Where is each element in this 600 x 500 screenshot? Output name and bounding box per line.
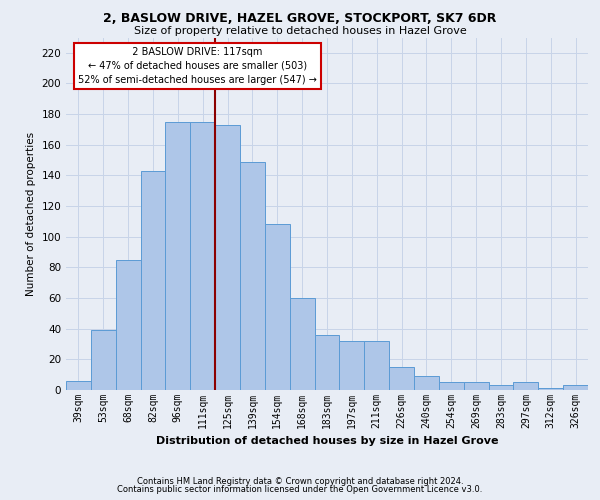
Text: Size of property relative to detached houses in Hazel Grove: Size of property relative to detached ho… [134,26,466,36]
Bar [439,382,464,390]
Text: 2 BASLOW DRIVE: 117sqm  
← 47% of detached houses are smaller (503)
52% of semi-: 2 BASLOW DRIVE: 117sqm ← 47% of detached… [79,46,317,84]
Bar [464,382,488,390]
Bar [140,171,166,390]
Bar [364,341,389,390]
Text: Contains HM Land Registry data © Crown copyright and database right 2024.: Contains HM Land Registry data © Crown c… [137,477,463,486]
Bar [215,125,240,390]
Bar [66,381,91,390]
Y-axis label: Number of detached properties: Number of detached properties [26,132,36,296]
X-axis label: Distribution of detached houses by size in Hazel Grove: Distribution of detached houses by size … [156,436,498,446]
Bar [340,341,364,390]
Bar [190,122,215,390]
Bar [389,367,414,390]
Text: Contains public sector information licensed under the Open Government Licence v3: Contains public sector information licen… [118,485,482,494]
Bar [488,386,514,390]
Bar [414,376,439,390]
Bar [563,386,588,390]
Bar [538,388,563,390]
Bar [265,224,290,390]
Bar [91,330,116,390]
Bar [166,122,190,390]
Bar [314,335,340,390]
Bar [290,298,314,390]
Bar [240,162,265,390]
Bar [514,382,538,390]
Bar [116,260,140,390]
Text: 2, BASLOW DRIVE, HAZEL GROVE, STOCKPORT, SK7 6DR: 2, BASLOW DRIVE, HAZEL GROVE, STOCKPORT,… [103,12,497,26]
